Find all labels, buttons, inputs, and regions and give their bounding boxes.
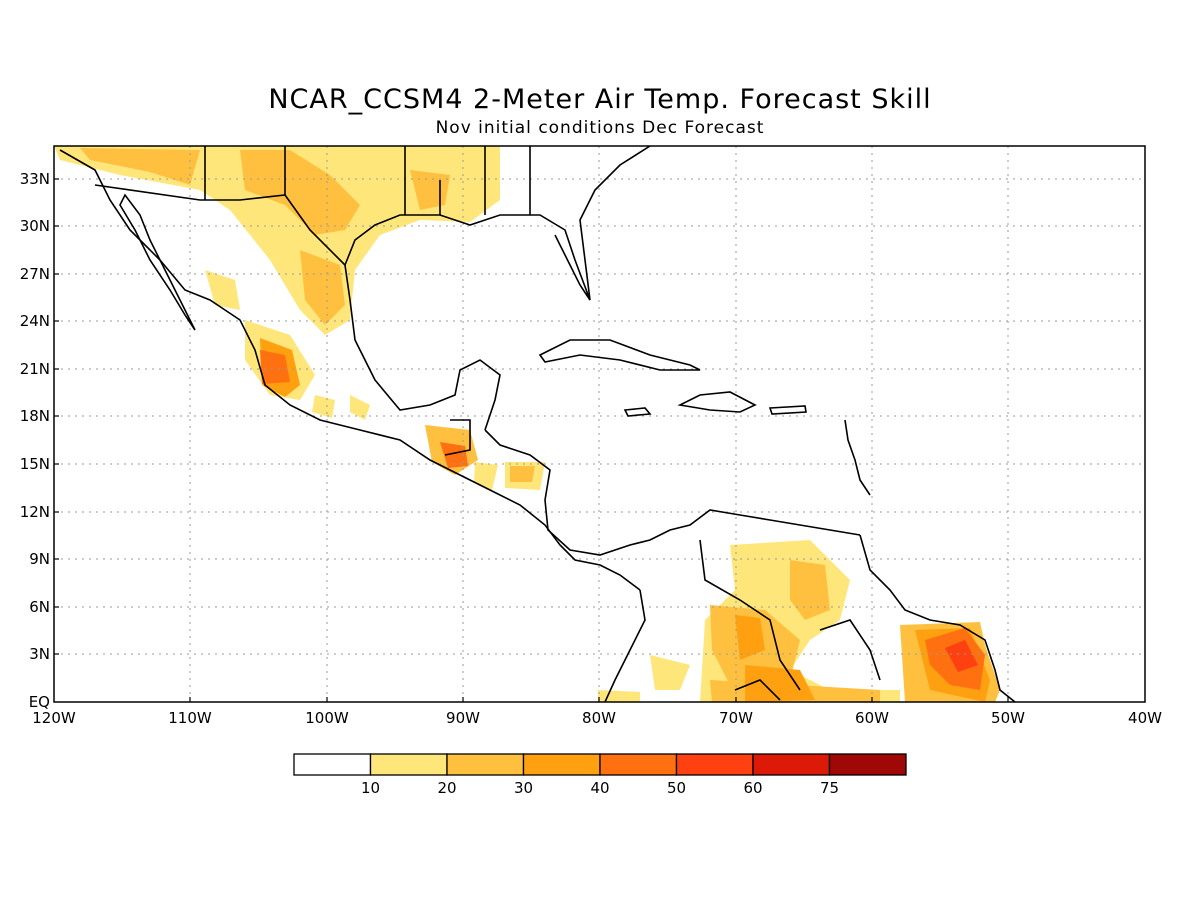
lon-label: 110W — [168, 709, 212, 727]
lat-label: 9N — [29, 550, 50, 568]
colorbar-swatch — [369, 753, 448, 776]
lon-label: 70W — [719, 709, 753, 727]
border-sa — [699, 539, 881, 701]
coast-us-atlantic — [579, 146, 651, 301]
longitude-labels: 120W 110W 100W 90W 80W 70W 60W 50W 40W — [32, 709, 1162, 727]
lat-label: 15N — [20, 455, 50, 473]
coast-mexico-pacific — [59, 149, 641, 591]
lat-label: 12N — [20, 503, 50, 521]
ticks — [54, 178, 1009, 702]
map-title: NCAR_CCSM4 2-Meter Air Temp. Forecast Sk… — [268, 84, 932, 115]
coast-gulf — [344, 214, 591, 301]
skill-region-honduras-mid — [510, 466, 535, 482]
colorbar-swatch — [522, 753, 601, 776]
skill-region-mexico-hot — [260, 350, 290, 384]
colorbar-label: 30 — [514, 779, 533, 797]
lat-label: EQ — [29, 693, 50, 711]
colorbar-swatch — [828, 753, 907, 776]
skill-region-mexico — [205, 270, 370, 420]
coast-jamaica — [623, 407, 652, 417]
latitude-labels: 33N 30N 27N 24N 21N 18N 15N 12N 9N 6N 3N… — [20, 170, 50, 711]
lon-label: 100W — [305, 709, 349, 727]
coast-sa-north — [859, 534, 1016, 702]
border-states — [204, 146, 531, 456]
colorbar-swatch — [293, 753, 372, 776]
lon-label: 80W — [582, 709, 616, 727]
lat-label: 6N — [29, 598, 50, 616]
border-us-mexico — [94, 184, 346, 266]
colorbar-swatch — [599, 753, 678, 776]
colorbar-label: 50 — [667, 779, 686, 797]
skill-region-colombia — [598, 655, 690, 702]
coast-ca-caribbean — [484, 429, 861, 556]
lat-label: 30N — [20, 217, 50, 235]
lat-label: 3N — [29, 645, 50, 663]
coast-puerto-rico — [768, 405, 807, 415]
colorbar-label: 10 — [361, 779, 380, 797]
skill-region-us-mid — [80, 148, 450, 325]
graticule — [54, 146, 1145, 702]
skill-region-suriname-peak — [945, 640, 978, 672]
colorbar-label: 60 — [743, 779, 762, 797]
skill-region-us — [54, 146, 500, 335]
skill-region-guatemala-hot — [440, 442, 468, 468]
lon-label: 50W — [991, 709, 1025, 727]
coast-antilles — [844, 419, 871, 496]
lat-label: 18N — [20, 407, 50, 425]
colorbar-swatch — [752, 753, 831, 776]
lat-label: 21N — [20, 360, 50, 378]
lat-label: 24N — [20, 312, 50, 330]
coastlines — [59, 146, 1016, 702]
lon-label: 120W — [32, 709, 76, 727]
coast-cuba — [538, 339, 701, 371]
colorbar-label: 75 — [820, 779, 839, 797]
lon-label: 90W — [446, 709, 480, 727]
lat-label: 27N — [20, 265, 50, 283]
map-subtitle: Nov initial conditions Dec Forecast — [435, 118, 765, 138]
lat-label: 33N — [20, 170, 50, 188]
plot-frame — [53, 145, 1146, 703]
coast-south-america — [604, 589, 646, 702]
colorbar-swatch — [446, 753, 525, 776]
lon-label: 60W — [855, 709, 889, 727]
skill-shading — [54, 146, 1000, 702]
colorbar-label: 40 — [590, 779, 609, 797]
lon-label: 40W — [1128, 709, 1162, 727]
coast-baja — [119, 193, 196, 331]
coast-gulf-mexico — [344, 264, 501, 431]
coast-hispaniola — [677, 391, 757, 413]
colorbar-label: 20 — [437, 779, 456, 797]
skill-region-venezuela-hot — [735, 615, 815, 702]
colorbar: 10 20 30 40 50 60 75 — [293, 753, 907, 797]
colorbar-swatch — [675, 753, 754, 776]
